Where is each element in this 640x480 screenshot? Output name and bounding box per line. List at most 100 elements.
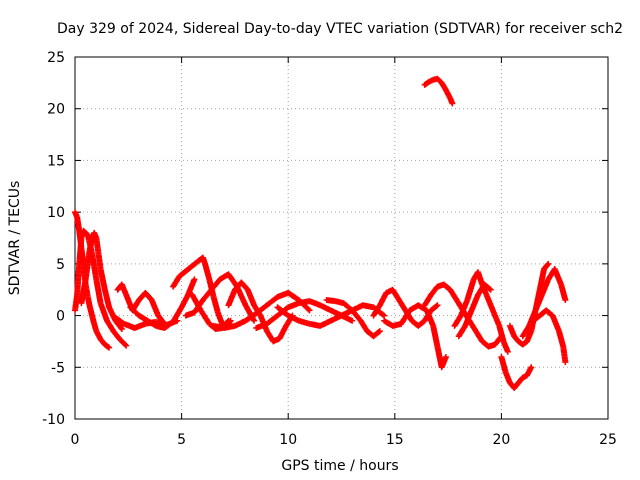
data-point-trail <box>552 267 564 287</box>
x-tick-label: 20 <box>492 432 510 448</box>
data-series-arc-14 <box>323 297 383 340</box>
data-point-trail <box>265 294 280 308</box>
plot-frame <box>74 56 609 420</box>
data-point <box>381 312 388 319</box>
data-point-trail <box>245 288 257 307</box>
data-point <box>545 260 552 267</box>
data-point <box>487 286 494 293</box>
data-point-trail <box>399 308 412 326</box>
y-axis-label: SDTVAR / TECUs <box>7 181 23 296</box>
data-point-trail <box>254 303 269 316</box>
data-series-arc-20 <box>498 353 535 391</box>
data-series-arc-2 <box>72 227 130 349</box>
data-point <box>118 326 125 333</box>
data-point-trail <box>452 313 464 328</box>
data-point-trail <box>531 313 542 323</box>
data-point <box>174 317 181 324</box>
data-point-trail <box>102 342 112 350</box>
data-point-trail <box>516 339 525 347</box>
data-point-trail <box>371 328 382 339</box>
data-point <box>225 317 232 324</box>
data-point-trail <box>358 319 370 333</box>
data-point-trail <box>200 287 214 302</box>
data-point-trail <box>341 301 354 313</box>
data-point-trail <box>427 77 435 85</box>
y-tick-label: -5 <box>51 360 65 376</box>
data-point <box>442 353 449 360</box>
data-point-trail <box>422 79 431 88</box>
data-point-trail <box>520 339 529 347</box>
data-point-trail <box>390 288 402 302</box>
data-point-trail <box>371 303 383 318</box>
data-point-trail <box>89 252 100 281</box>
data-point-trail <box>74 262 83 297</box>
y-tick-label: 5 <box>56 257 65 273</box>
data-point-trail <box>210 295 221 315</box>
data-point-trail <box>539 277 551 297</box>
data-point-trail <box>81 228 90 237</box>
data-point-trail <box>265 313 280 326</box>
data-point-trail <box>350 308 363 323</box>
data-point-trail <box>558 282 568 302</box>
data-point-trail <box>464 277 477 302</box>
data-point-trail <box>469 293 481 312</box>
data-point-trail <box>98 301 110 323</box>
grid-lines <box>75 57 608 419</box>
data-point-trail <box>143 290 154 303</box>
data-point-trail <box>202 262 212 281</box>
data-series-arc-7 <box>170 254 234 329</box>
data-point-trail <box>74 215 83 233</box>
data-point <box>434 302 441 309</box>
data-point <box>562 359 569 366</box>
data-point <box>528 364 535 371</box>
y-tick-label: 20 <box>47 102 65 118</box>
data-point-trail <box>429 303 440 313</box>
x-tick-label: 15 <box>386 432 404 448</box>
data-point-trail <box>170 274 182 289</box>
data-series-arc-18 <box>451 269 511 355</box>
data-point <box>191 276 198 283</box>
data-point-trail <box>424 308 436 328</box>
data-point <box>562 297 569 304</box>
data-point-trail <box>72 210 80 220</box>
data-point-trail <box>286 290 301 303</box>
x-tick-label: 10 <box>279 432 297 448</box>
data-point-trail <box>422 293 434 307</box>
y-tick-label: -10 <box>42 412 65 428</box>
data-point-trail <box>82 246 93 281</box>
x-tick-label: 5 <box>177 432 186 448</box>
data-point-trail <box>113 318 124 331</box>
data-point-trail <box>560 345 569 364</box>
data-point-trail <box>430 324 441 349</box>
data-point <box>123 342 130 349</box>
data-point-trail <box>462 308 474 328</box>
data-series-arc-6 <box>112 314 181 331</box>
data-point-trail <box>117 337 129 348</box>
data-series-arc-16 <box>381 302 449 371</box>
data-point-trail <box>226 288 238 307</box>
data-point-trail <box>435 76 444 85</box>
y-tick-label: 15 <box>47 153 65 169</box>
data-point-trail <box>456 324 468 338</box>
data-series-arc-13 <box>274 302 388 329</box>
data-point-trail <box>183 263 195 274</box>
data-point-trail <box>76 236 85 266</box>
chart-title: Day 329 of 2024, Sidereal Day-to-day VTE… <box>57 21 623 37</box>
data-point-trail <box>416 318 427 329</box>
data-point-trail <box>467 319 479 333</box>
data-point-trail <box>198 308 212 326</box>
x-tick-label: 25 <box>599 432 617 448</box>
data-point-trail <box>512 334 521 344</box>
axis-ticks: 0 5 10 15 20 25 -10 -5 0 5 10 15 20 25 <box>42 50 617 448</box>
data-point-trail <box>428 284 440 297</box>
data-points <box>72 75 569 391</box>
data-point-trail <box>113 315 126 326</box>
data-point-trail <box>98 337 107 347</box>
data-point <box>306 307 313 314</box>
data-point-trail <box>447 96 455 106</box>
data-point-trail <box>149 298 161 318</box>
data-point-trail <box>91 231 99 240</box>
data-point-trail <box>128 305 141 318</box>
y-tick-label: 25 <box>47 50 65 66</box>
data-series-arc-19 <box>455 281 494 340</box>
